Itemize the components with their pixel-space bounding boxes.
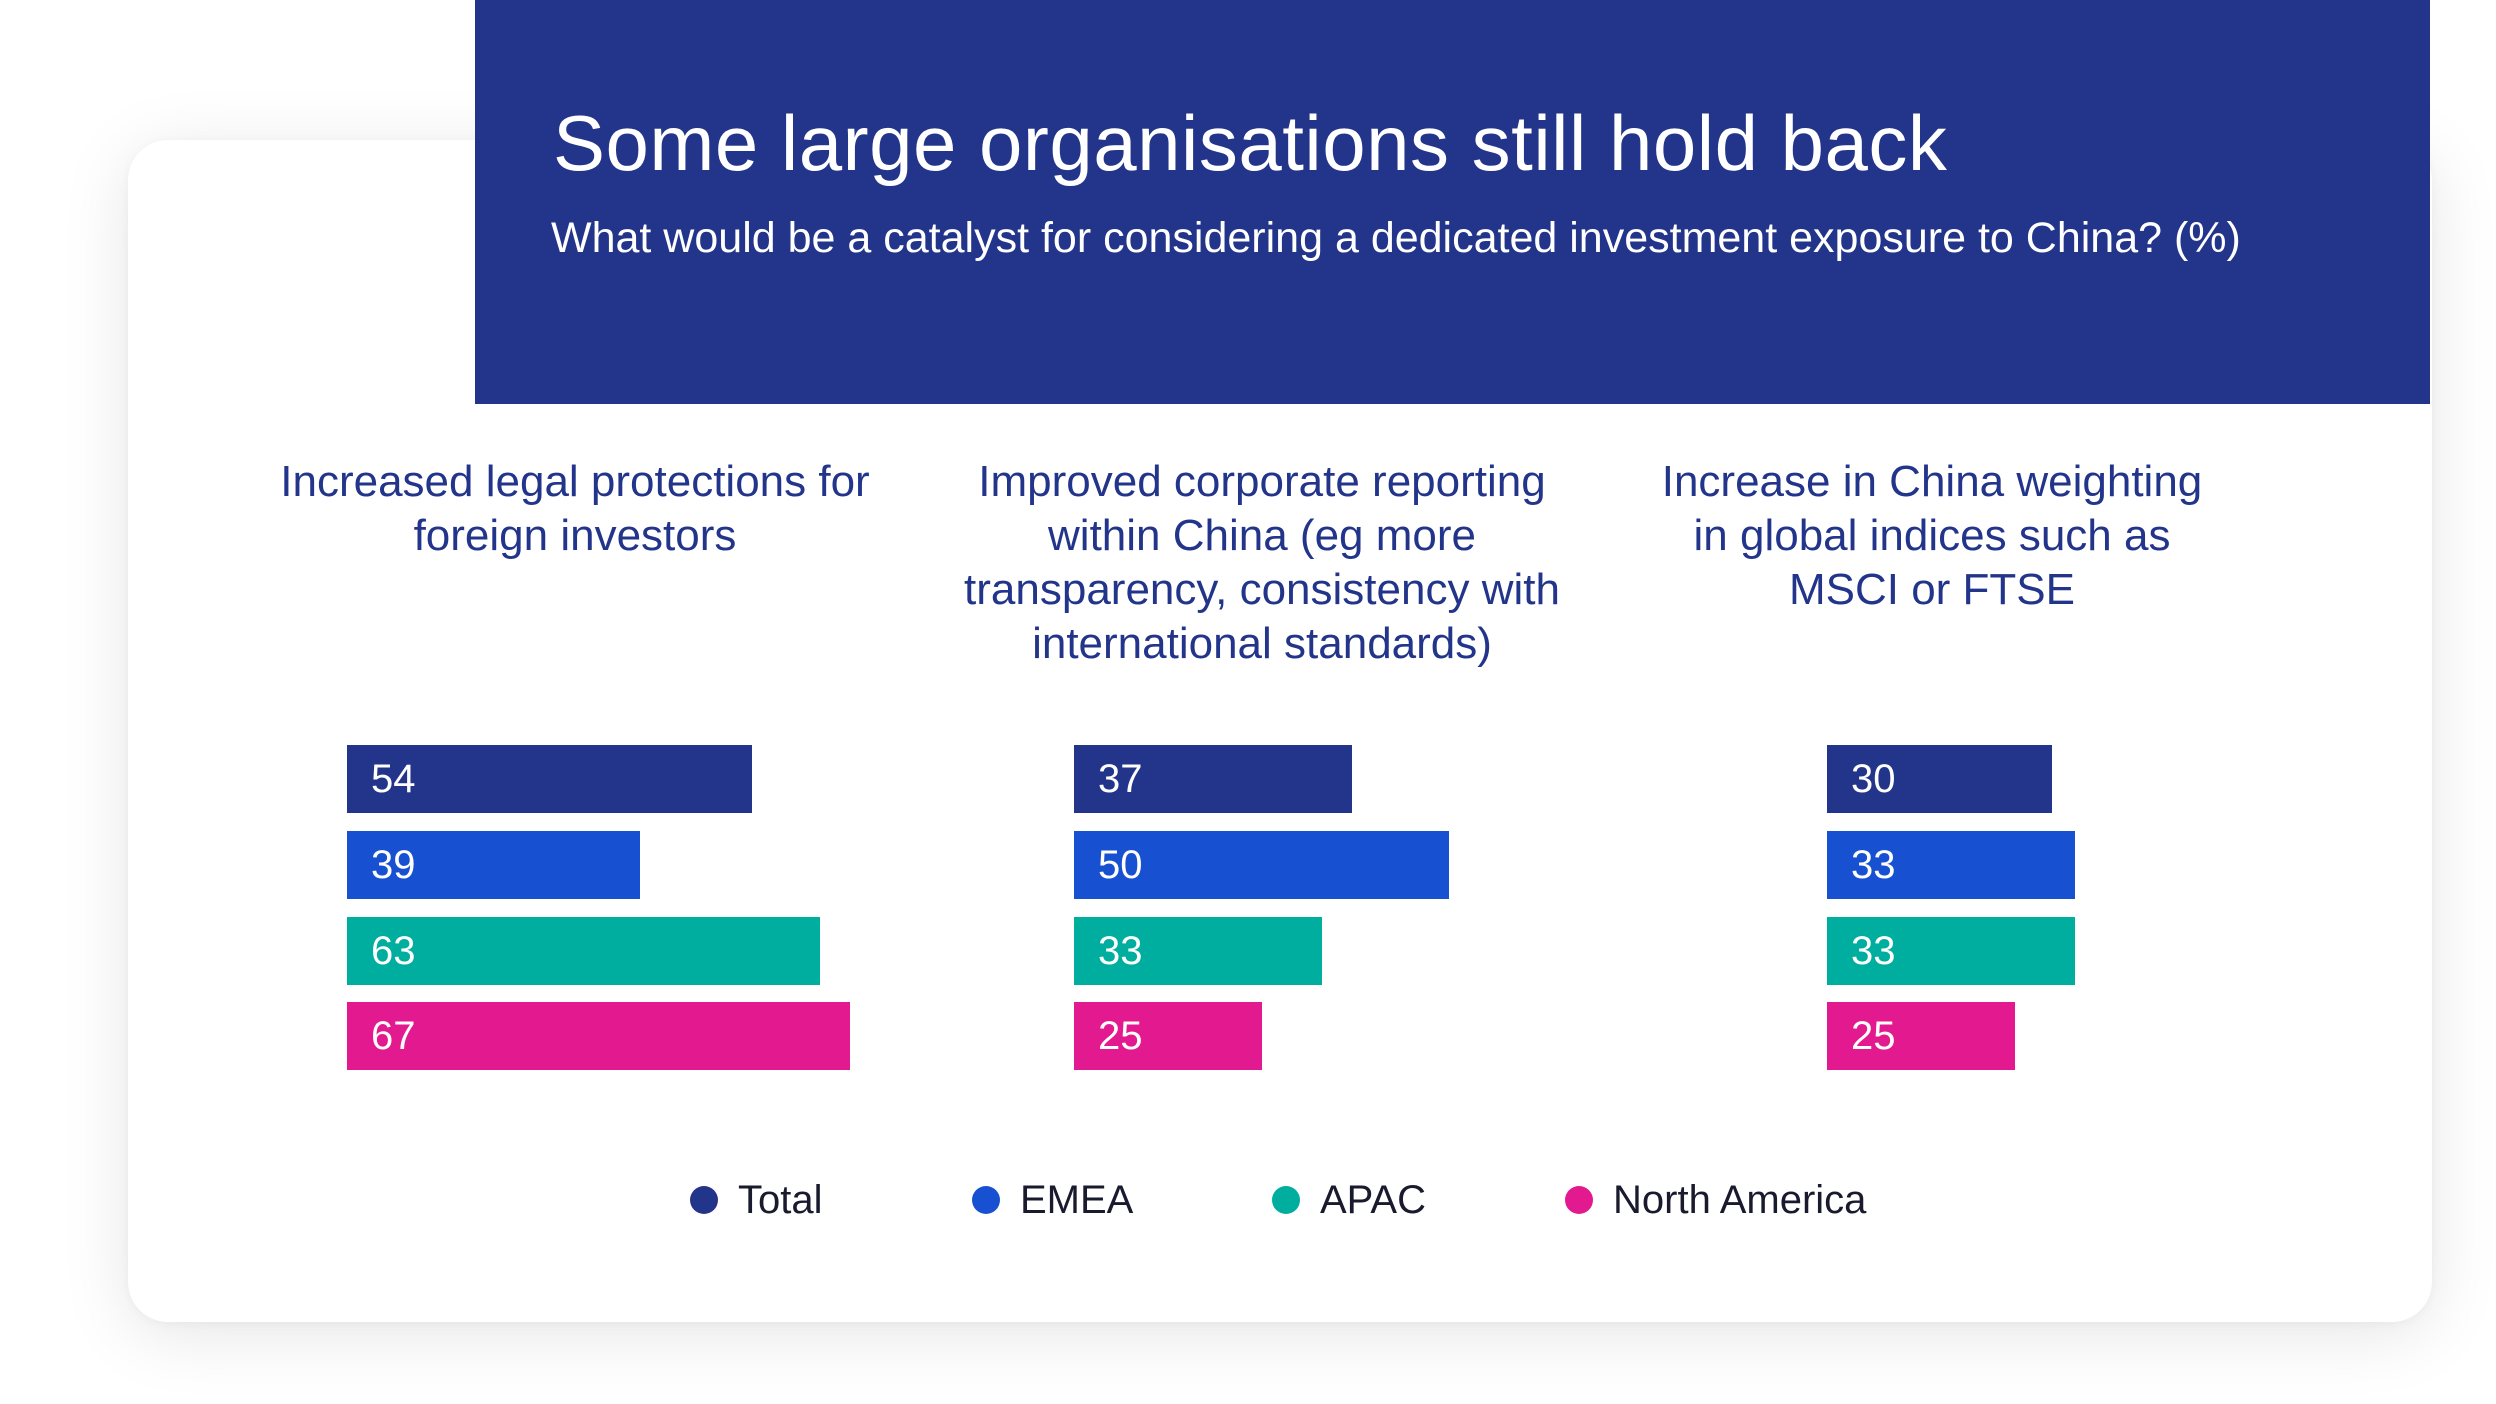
bar-value-label: 33	[1851, 928, 1896, 973]
bar-apac: 63	[347, 917, 820, 985]
legend-item-apac: APAC	[1272, 1170, 1426, 1230]
bar-apac: 33	[1074, 917, 1322, 985]
chart-title: Some large organisations still hold back	[553, 99, 1948, 187]
legend-label: EMEA	[1020, 1177, 1134, 1222]
bar-total: 30	[1827, 745, 2052, 813]
bar-value-label: 39	[371, 842, 416, 887]
bar-north-america: 67	[347, 1002, 850, 1070]
legend-label: North America	[1613, 1177, 1867, 1222]
chart-subtitle: What would be a catalyst for considering…	[551, 214, 2241, 262]
bar-value-label: 33	[1851, 842, 1896, 887]
legend-item-north-america: North America	[1565, 1170, 1866, 1230]
bar-value-label: 30	[1851, 756, 1896, 801]
bar-value-label: 54	[371, 756, 416, 801]
legend-label: Total	[738, 1177, 823, 1222]
bar-value-label: 63	[371, 928, 416, 973]
bar-value-label: 33	[1098, 928, 1143, 973]
legend-label: APAC	[1320, 1177, 1426, 1222]
bar-apac: 33	[1827, 917, 2075, 985]
bar-total: 54	[347, 745, 752, 813]
bar-value-label: 50	[1098, 842, 1143, 887]
bar-north-america: 25	[1074, 1002, 1262, 1070]
category-title: Improved corporate reporting within Chin…	[964, 457, 1560, 668]
legend-item-emea: EMEA	[972, 1170, 1133, 1230]
bar-value-label: 25	[1851, 1013, 1896, 1058]
bar-emea: 50	[1074, 831, 1449, 899]
bar-emea: 39	[347, 831, 640, 899]
bar-value-label: 67	[371, 1013, 416, 1058]
legend-dot-icon	[1272, 1186, 1300, 1214]
bar-north-america: 25	[1827, 1002, 2015, 1070]
chart-legend: Total EMEA APAC North America	[0, 1170, 2496, 1230]
category-title: Increased legal protections for foreign …	[280, 457, 870, 560]
header-banner: Some large organisations still hold back…	[475, 0, 2430, 404]
legend-dot-icon	[972, 1186, 1000, 1214]
legend-item-total: Total	[690, 1170, 823, 1230]
bar-emea: 33	[1827, 831, 2075, 899]
legend-dot-icon	[1565, 1186, 1593, 1214]
bar-value-label: 25	[1098, 1013, 1143, 1058]
category-title: Increase in China weighting in global in…	[1661, 457, 2203, 614]
legend-dot-icon	[690, 1186, 718, 1214]
bar-total: 37	[1074, 745, 1352, 813]
bar-value-label: 37	[1098, 756, 1143, 801]
